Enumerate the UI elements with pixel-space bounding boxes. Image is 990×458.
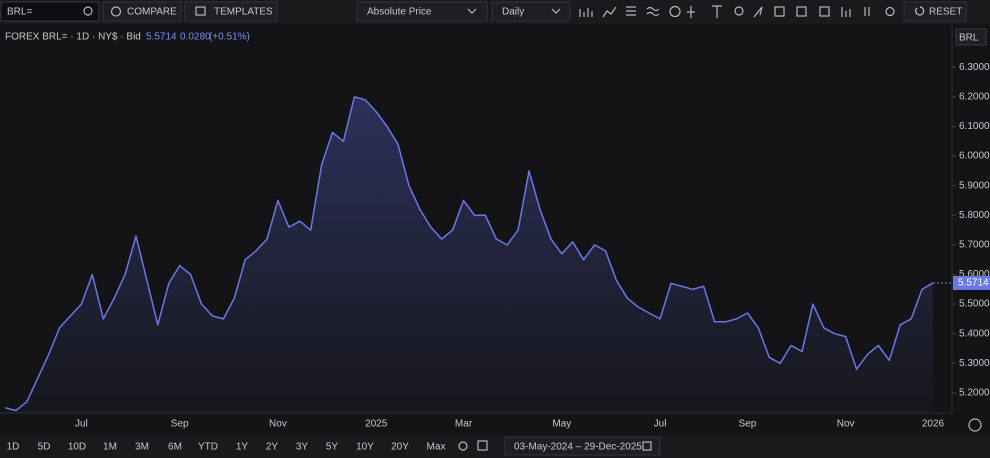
range-buttons: 1D 5D 10D 1M 3M 6M YTD 1Y 2Y 3Y 5Y 10Y 20Y Max — [7, 442, 446, 453]
tool-icon[interactable] — [864, 7, 870, 16]
price-line — [4, 96, 934, 412]
tool-icons — [579, 5, 895, 18]
last-price-tag-label: 5.5714 — [958, 278, 989, 289]
range-button[interactable]: 1D — [7, 442, 20, 453]
y-tick-label: 5.4000 — [959, 328, 990, 339]
range-button[interactable]: 3Y — [296, 442, 309, 453]
range-button[interactable]: 5Y — [326, 442, 339, 453]
tool-icon[interactable] — [687, 6, 695, 18]
tool-icon[interactable] — [669, 5, 681, 18]
tool-icon[interactable] — [734, 6, 744, 16]
area — [5, 96, 933, 414]
x-tick-label: Sep — [171, 419, 189, 430]
range-button[interactable]: 1Y — [236, 442, 249, 453]
tool-icon[interactable] — [885, 6, 895, 17]
y-tick-label: 6.3000 — [959, 62, 990, 73]
price-change-pct: (+0.51%) — [209, 32, 250, 43]
price-mode-label: Absolute Price — [367, 7, 432, 18]
search-icon[interactable] — [83, 6, 93, 16]
tool-icon[interactable] — [602, 6, 617, 18]
compare-button[interactable] — [102, 1, 182, 22]
range-button[interactable]: 5D — [38, 442, 51, 453]
tool-icon[interactable] — [646, 6, 660, 17]
price-change: 0.0280 — [180, 32, 211, 43]
tool-icon[interactable] — [626, 6, 636, 16]
x-tick-label: Jul — [75, 419, 88, 430]
range-button[interactable]: 20Y — [391, 442, 409, 453]
reset-icon — [915, 6, 925, 16]
range-button[interactable]: 10Y — [356, 442, 374, 453]
y-tick-label: 5.5000 — [959, 299, 990, 310]
symbol-input[interactable] — [0, 1, 100, 22]
x-tick-label: Nov — [269, 419, 287, 430]
tool-icon[interactable] — [841, 7, 851, 17]
range-button[interactable]: 2Y — [266, 442, 279, 453]
y-tick-label: 5.9000 — [959, 180, 990, 191]
price-mode-dropdown[interactable] — [356, 1, 488, 22]
x-tick-label: 2025 — [365, 419, 388, 430]
x-tick-label: Jul — [654, 419, 667, 430]
x-tick-label: Mar — [455, 419, 473, 430]
settings-icon[interactable] — [458, 441, 468, 451]
y-tick-label: 5.8000 — [959, 210, 990, 221]
y-tick-label: 5.2000 — [959, 388, 990, 399]
chevron — [467, 8, 477, 14]
range-button[interactable]: 6M — [168, 442, 182, 453]
x-tick-label: May — [552, 419, 571, 430]
date-range: 03-May-2024 – 29-Dec-2025 — [514, 442, 642, 453]
reset-button[interactable] — [903, 1, 967, 22]
interval-label: Daily — [502, 7, 524, 18]
range-button[interactable]: YTD — [198, 442, 218, 453]
interval-dropdown[interactable] — [491, 1, 571, 22]
y-tick-label: 6.2000 — [959, 92, 990, 103]
reset-label: RESET — [929, 7, 962, 18]
tool-icon[interactable] — [819, 6, 830, 17]
symbol-text: BRL= — [7, 7, 32, 18]
compare-label: COMPARE — [127, 7, 177, 18]
plus-icon — [110, 6, 122, 17]
x-tick-label: 2026 — [922, 419, 945, 430]
currency-box[interactable] — [955, 28, 987, 46]
y-tick-label: 5.3000 — [959, 358, 990, 369]
axis-currency: BRL — [959, 33, 979, 44]
y-tick-label: 5.6000 — [959, 269, 990, 280]
y-tick-label: 6.0000 — [959, 151, 990, 162]
tool-icon[interactable] — [753, 6, 763, 18]
last-price: 5.5714 — [146, 32, 177, 43]
table-icon[interactable] — [477, 440, 488, 451]
templates-button[interactable] — [184, 1, 278, 22]
last-price-tag — [953, 275, 990, 290]
templates-label: TEMPLATES — [214, 7, 273, 18]
tool-icon[interactable] — [579, 8, 593, 17]
range-button[interactable]: 3M — [135, 442, 149, 453]
tool-icon[interactable] — [796, 6, 807, 17]
y-tick-label: 5.7000 — [959, 240, 990, 251]
tool-icon[interactable] — [774, 6, 785, 17]
range-button[interactable]: Max — [427, 442, 446, 453]
calendar-icon[interactable] — [642, 441, 652, 451]
x-tick-label: Nov — [837, 419, 855, 430]
instrument-label: FOREX BRL= · 1D · NY$ · Bid — [5, 32, 141, 43]
range-button[interactable]: 1M — [103, 442, 117, 453]
bottom-bar — [0, 435, 990, 458]
range-button[interactable]: 10D — [68, 442, 86, 453]
tool-icon[interactable] — [712, 5, 722, 18]
chevron — [551, 8, 561, 14]
date-range-box[interactable] — [504, 436, 661, 456]
folder-icon — [195, 6, 206, 16]
y-tick-label: 6.1000 — [959, 121, 990, 132]
x-tick-label: Sep — [739, 419, 757, 430]
plot: 5.2000 5.3000 5.4000 5.5000 5.6000 5.7000 5.80… — [4, 62, 990, 430]
axis-settings-icon[interactable] — [968, 418, 982, 432]
